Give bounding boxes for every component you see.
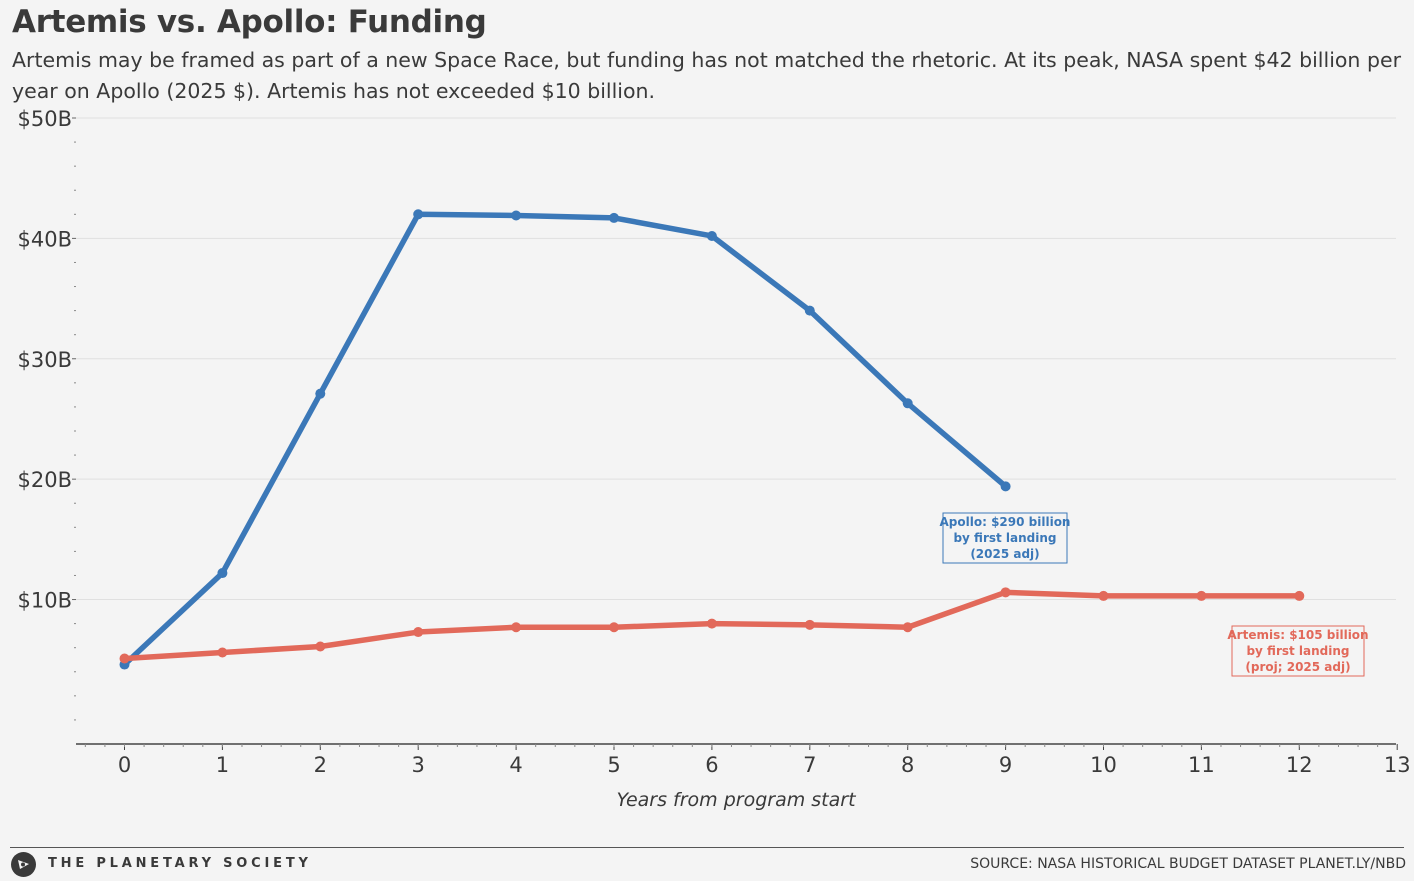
apollo-point <box>804 305 815 316</box>
y-tick-label: $50B <box>18 107 73 131</box>
chart-title: Artemis vs. Apollo: Funding <box>12 4 487 40</box>
footer-divider <box>10 847 1404 848</box>
x-tick-label: 2 <box>314 753 327 777</box>
x-tick-label: 5 <box>607 753 620 777</box>
x-tick-label: 13 <box>1384 753 1411 777</box>
artemis-annotation-text: (proj; 2025 adj) <box>1245 660 1350 674</box>
artemis-point <box>315 641 326 652</box>
y-tick-label: $40B <box>18 227 73 251</box>
x-tick-label: 10 <box>1090 753 1117 777</box>
artemis-annotation-box <box>1231 625 1365 677</box>
artemis-point <box>1196 590 1207 601</box>
artemis-point <box>511 622 522 633</box>
y-tick-label: $10B <box>18 589 73 613</box>
x-tick-label: 11 <box>1188 753 1215 777</box>
artemis-annotation-text: by first landing <box>1246 644 1349 658</box>
apollo-annotation-text: (2025 adj) <box>970 547 1039 561</box>
x-axis-label: Years from program start <box>616 789 857 811</box>
x-tick-label: 9 <box>999 753 1012 777</box>
x-tick-label: 1 <box>216 753 229 777</box>
apollo-point <box>1000 481 1011 492</box>
planetary-society-logo-icon <box>11 852 36 877</box>
artemis-point <box>119 653 130 664</box>
artemis-point <box>217 647 228 658</box>
x-tick-label: 8 <box>901 753 914 777</box>
apollo-point <box>413 209 424 220</box>
x-tick-label: 6 <box>705 753 718 777</box>
apollo-annotation-box <box>942 512 1068 564</box>
gridlines <box>76 117 1396 601</box>
artemis-point <box>1098 590 1109 601</box>
artemis-point <box>706 618 717 629</box>
apollo-line <box>121 211 1009 668</box>
artemis-point <box>1000 587 1011 598</box>
apollo-annotation-text: by first landing <box>953 531 1056 545</box>
x-tick-label: 12 <box>1286 753 1313 777</box>
artemis-point <box>1294 590 1305 601</box>
artemis-point <box>902 622 913 633</box>
apollo-point <box>609 212 619 223</box>
apollo-point <box>217 568 228 579</box>
y-tick-label: $30B <box>18 348 73 372</box>
artemis-point <box>413 627 424 638</box>
apollo-point <box>902 398 913 409</box>
annotations: Apollo: $290 billion by first landing (202… <box>940 512 1369 677</box>
apollo-point <box>511 210 522 221</box>
organization-name: THE PLANETARY SOCIETY <box>48 856 312 871</box>
x-tick-label: 3 <box>412 753 425 777</box>
y-tick-label: $20B <box>18 468 73 492</box>
apollo-point <box>706 230 717 241</box>
x-tick-label: 7 <box>803 753 816 777</box>
chart-subtitle: Artemis may be framed as part of a new S… <box>12 48 1401 103</box>
source-note: SOURCE: NASA HISTORICAL BUDGET DATASET P… <box>970 856 1406 872</box>
series-lines <box>119 209 1305 670</box>
artemis-annotation-text: Artemis: $105 billion <box>1227 628 1368 642</box>
artemis-point <box>609 622 619 633</box>
x-tick-label: 0 <box>118 753 131 777</box>
apollo-annotation-text: Apollo: $290 billion <box>940 515 1071 529</box>
apollo-point <box>315 388 326 399</box>
artemis-point <box>804 619 815 630</box>
x-tick-label: 4 <box>509 753 522 777</box>
